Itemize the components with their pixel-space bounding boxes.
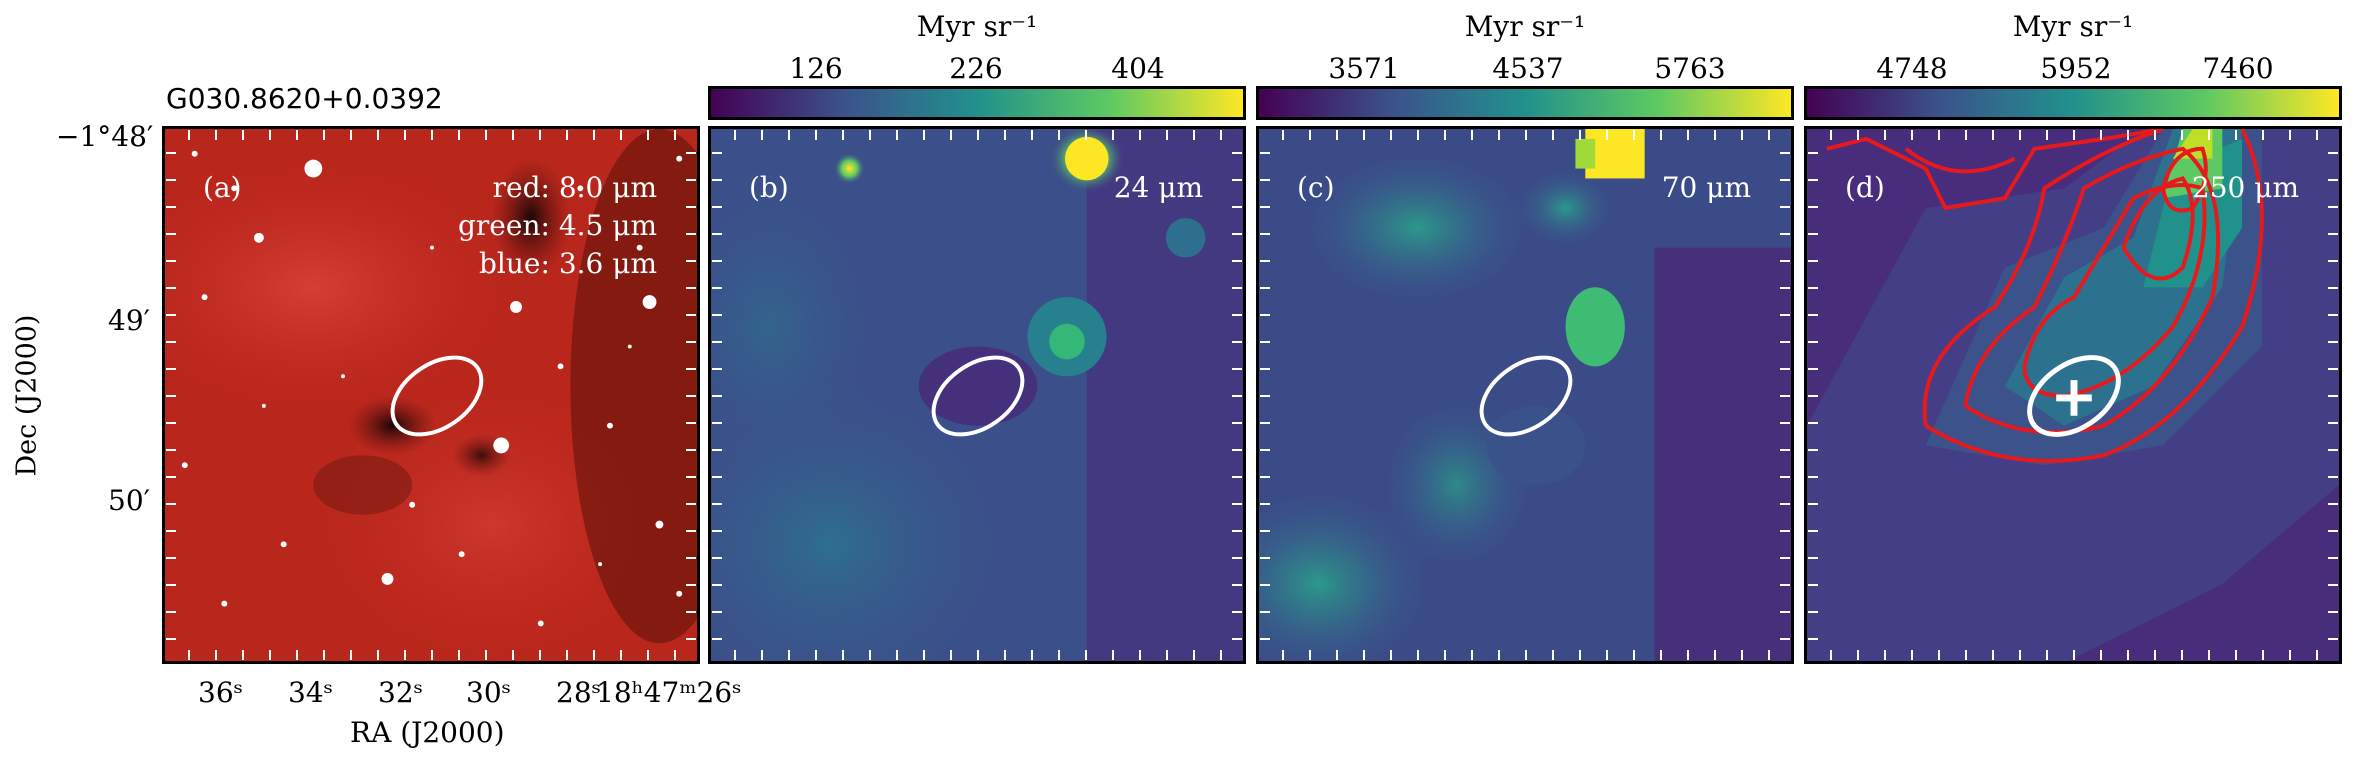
colorbar-d-tick-2: 5952	[2040, 52, 2112, 85]
ra-tick-36: 36ˢ	[198, 676, 244, 709]
colorbar-c-ticks: 3571 4537 5763	[1256, 52, 1794, 85]
panel-b-label: (b)	[749, 171, 789, 204]
panel-a-irac-image: (a) red: 8.0 μm green: 4.5 μm blue: 3.6 …	[162, 126, 700, 664]
colorbar-c-tick-1: 3571	[1328, 52, 1400, 85]
colorbar-b-title: Myr sr⁻¹	[916, 10, 1038, 43]
dec-tick-49: 49′	[108, 304, 150, 337]
ra-tick-26: 18ʰ47ᵐ26ˢ	[596, 676, 742, 709]
panel-c-wavelength: 70 μm	[1661, 171, 1751, 204]
colorbar-d-title: Myr sr⁻¹	[2012, 10, 2134, 43]
legend-green: green: 4.5 μm	[458, 209, 657, 242]
colorbar-d	[1804, 86, 2342, 120]
dec-tick-48: −1°48′	[56, 120, 154, 153]
ra-tick-32: 32ˢ	[378, 676, 424, 709]
legend-red: red: 8.0 μm	[492, 171, 657, 204]
colorbar-d-tick-1: 4748	[1876, 52, 1948, 85]
colorbar-c-title: Myr sr⁻¹	[1464, 10, 1586, 43]
map-70um	[1259, 129, 1791, 661]
colorbar-c-tick-2: 4537	[1492, 52, 1564, 85]
rgb-legend: red: 8.0 μm green: 4.5 μm blue: 3.6 μm	[458, 169, 657, 283]
dec-tick-50: 50′	[108, 484, 150, 517]
contours	[1826, 129, 2264, 463]
map-24um	[711, 129, 1243, 661]
colorbar-b-tick-3: 404	[1111, 52, 1165, 85]
colorbar-b-tick-1: 126	[789, 52, 843, 85]
panel-d-label: (d)	[1845, 171, 1885, 204]
colorbar-b-ticks: 126 226 404	[708, 52, 1246, 85]
colorbar-b	[708, 86, 1246, 120]
colorbar-d-tick-3: 7460	[2202, 52, 2274, 85]
colorbar-d-ticks: 4748 5952 7460	[1804, 52, 2342, 85]
rgb-image	[165, 129, 697, 661]
panel-b-wavelength: 24 μm	[1113, 171, 1203, 204]
colorbar-b-tick-2: 226	[949, 52, 1003, 85]
ra-tick-34: 34ˢ	[288, 676, 334, 709]
map-250um	[1807, 129, 2339, 661]
panel-a-label: (a)	[203, 171, 242, 204]
ra-tick-28: 28ˢ	[556, 676, 602, 709]
legend-blue: blue: 3.6 μm	[479, 247, 657, 280]
ra-axis-label: RA (J2000)	[350, 716, 505, 749]
panel-b-24um: (b) 24 μm	[708, 126, 1246, 664]
dec-axis-label: Dec (J2000)	[11, 314, 43, 477]
panel-c-label: (c)	[1297, 171, 1335, 204]
panel-c-70um: (c) 70 μm	[1256, 126, 1794, 664]
object-name: G030.8620+0.0392	[166, 82, 443, 115]
cross-marker	[2056, 380, 2092, 416]
colorbar-c	[1256, 86, 1794, 120]
colorbar-c-tick-3: 5763	[1654, 52, 1726, 85]
panel-d-wavelength: 250 μm	[2191, 171, 2299, 204]
ra-tick-30: 30ˢ	[466, 676, 512, 709]
panel-d-250um: (d) 250 μm	[1804, 126, 2342, 664]
star-field	[181, 150, 683, 627]
